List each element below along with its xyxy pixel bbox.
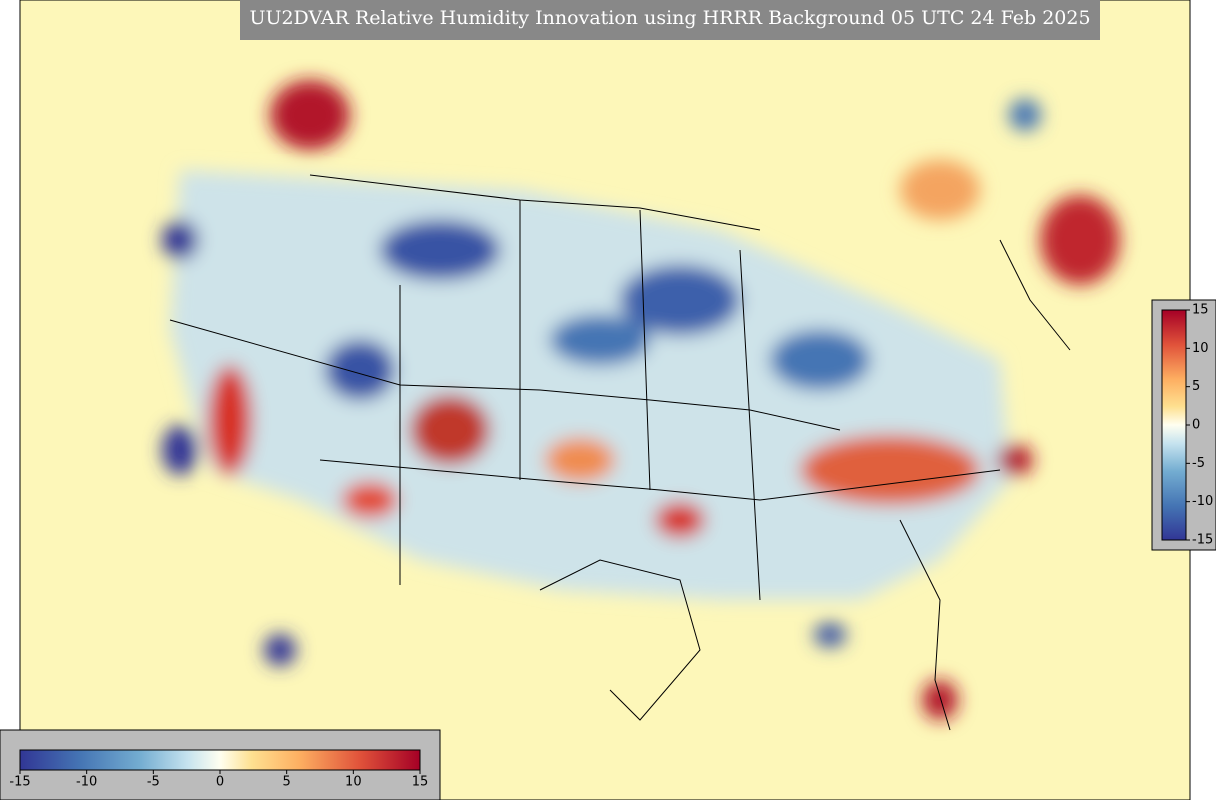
tick-label: 15 <box>1192 303 1209 318</box>
tick-label: -5 <box>147 775 160 790</box>
tick-label: 10 <box>1192 341 1209 356</box>
tick-label: -15 <box>1192 533 1213 548</box>
title-box: UU2DVAR Relative Humidity Innovation usi… <box>240 0 1100 40</box>
map <box>19 0 1191 800</box>
horizontal-colorbar: -15 -10 -5 0 5 10 15 <box>0 729 441 800</box>
colorbar-scale <box>1161 309 1187 541</box>
tick-label: -5 <box>1192 456 1205 471</box>
tick-label: -15 <box>9 775 30 790</box>
tick-label: -10 <box>76 775 97 790</box>
state-borders <box>169 174 1071 731</box>
colorbar-scale <box>19 749 421 771</box>
humidity-field <box>162 80 1120 720</box>
tick-label: 15 <box>412 775 429 790</box>
tick-label: -10 <box>1192 494 1213 509</box>
vertical-colorbar: -15 -10 -5 0 5 10 15 <box>1151 299 1216 551</box>
tick-label: 10 <box>345 775 362 790</box>
title-background <box>240 0 1100 40</box>
tick-label: 5 <box>283 775 291 790</box>
tick-label: 0 <box>1192 418 1200 433</box>
map-title: UU2DVAR Relative Humidity Innovation usi… <box>249 7 1090 29</box>
tick-label: 0 <box>216 775 224 790</box>
tick-label: 5 <box>1192 379 1200 394</box>
